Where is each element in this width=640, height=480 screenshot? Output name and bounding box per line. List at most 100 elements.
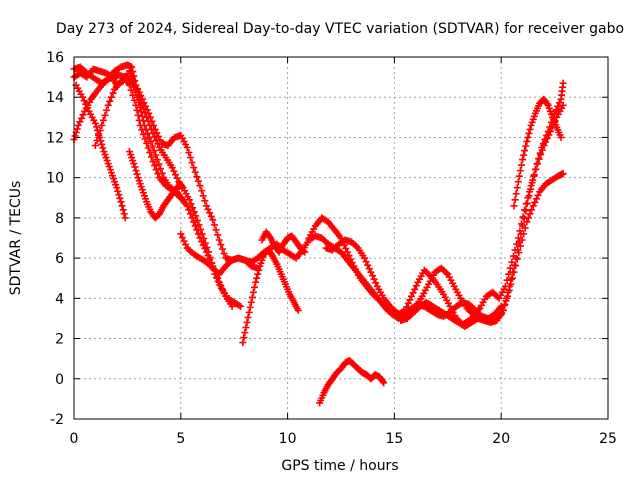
data-point (204, 252, 212, 260)
data-point (130, 160, 138, 168)
data-point (294, 306, 302, 314)
data-point (138, 100, 146, 108)
data-point (146, 149, 154, 157)
data-point (210, 221, 218, 229)
data-point (522, 207, 530, 215)
data-point (98, 140, 106, 148)
data-point (546, 123, 554, 131)
data-point (139, 130, 147, 138)
x-tick-label: 20 (492, 431, 510, 447)
data-point (130, 77, 138, 85)
data-point (512, 254, 520, 262)
data-point (103, 106, 111, 114)
data-point (185, 206, 193, 214)
data-point (379, 377, 387, 385)
series-trace-9 (258, 228, 309, 256)
data-point (193, 173, 201, 181)
data-point (190, 164, 198, 172)
data-point (245, 308, 253, 316)
data-point (185, 196, 193, 204)
data-point (191, 168, 199, 176)
data-point (196, 234, 204, 242)
data-point (76, 118, 84, 126)
data-point (513, 255, 521, 263)
data-point (248, 293, 256, 301)
data-point (533, 160, 541, 168)
data-point (372, 279, 380, 287)
series-trace-4 (72, 81, 129, 222)
data-point (131, 163, 139, 171)
data-point (198, 238, 206, 246)
data-point (559, 101, 567, 109)
data-point (193, 216, 201, 224)
data-point (523, 137, 531, 145)
data-point (170, 167, 178, 175)
data-point (131, 88, 139, 96)
data-point (190, 218, 198, 226)
data-point (90, 91, 98, 99)
data-point (237, 302, 245, 310)
data-point (506, 282, 514, 290)
data-point (520, 214, 528, 222)
data-point (91, 141, 99, 149)
data-point (404, 299, 412, 307)
data-point (503, 276, 511, 284)
data-point (411, 285, 419, 293)
data-point (171, 171, 179, 179)
data-point (543, 131, 551, 139)
data-point (198, 187, 206, 195)
data-point (538, 144, 546, 151)
data-point (182, 241, 190, 249)
data-point (367, 268, 375, 276)
data-point (186, 154, 194, 162)
y-tick-label: 16 (46, 50, 64, 66)
data-point (360, 254, 368, 262)
data-point (92, 123, 100, 131)
data-points (70, 61, 567, 407)
data-point (132, 167, 140, 175)
data-point (362, 258, 370, 266)
data-point (73, 125, 81, 133)
data-point (503, 294, 511, 302)
data-point (301, 248, 309, 256)
data-point (96, 126, 104, 134)
data-point (514, 246, 522, 254)
data-point (268, 251, 276, 259)
x-tick-label: 10 (279, 431, 297, 447)
data-point (527, 185, 535, 193)
data-point (517, 230, 525, 238)
data-point (188, 214, 196, 222)
data-point (202, 202, 210, 210)
data-point (189, 204, 197, 212)
data-point (139, 104, 147, 112)
data-point (152, 136, 160, 144)
data-point (212, 226, 220, 234)
data-point (519, 156, 527, 164)
data-point (199, 241, 207, 249)
data-point (136, 103, 144, 111)
data-point (190, 208, 198, 216)
data-point (115, 191, 123, 199)
data-point (153, 156, 161, 164)
data-point (516, 242, 524, 250)
data-point (185, 149, 193, 157)
data-point (244, 313, 252, 321)
data-point (512, 190, 520, 198)
y-tick-label: 6 (55, 251, 64, 267)
data-point (141, 135, 149, 143)
data-point (517, 161, 525, 169)
data-point (135, 98, 143, 106)
data-point (109, 89, 117, 97)
data-point (199, 192, 207, 200)
series-trace-1 (70, 61, 262, 272)
data-point (515, 172, 523, 180)
y-tick-label: 10 (46, 171, 64, 187)
data-point (380, 379, 388, 387)
data-point (201, 245, 209, 253)
data-point (242, 323, 250, 331)
data-point (207, 212, 215, 220)
data-point (192, 212, 200, 220)
data-point (406, 296, 414, 304)
data-point (552, 106, 560, 114)
data-point (139, 117, 147, 125)
